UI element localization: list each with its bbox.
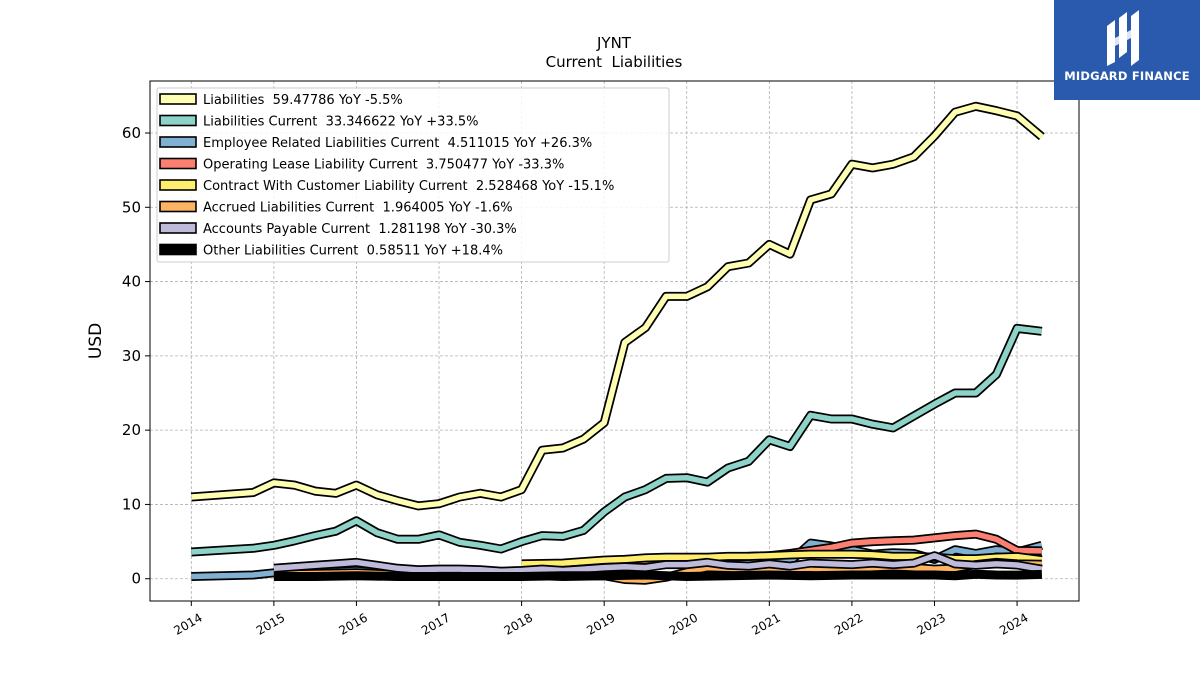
x-tick-label: 2019 (584, 610, 617, 637)
x-tick-label: 2017 (419, 610, 452, 637)
legend-item: Contract With Customer Liability Current… (159, 179, 614, 194)
x-tick-label: 2018 (502, 610, 535, 637)
series-4 (521, 549, 1043, 569)
legend-swatch (159, 200, 197, 213)
legend-item: Operating Lease Liability Current 3.7504… (159, 157, 564, 173)
legend-item: Liabilities Current 33.346622 YoY +33.5% (159, 114, 478, 130)
x-tick-label: 2021 (749, 610, 782, 637)
series-layer (190, 101, 1045, 585)
legend-swatch (159, 93, 197, 105)
y-tick-label: 0 (131, 570, 141, 588)
series-0 (190, 101, 1045, 511)
legend-label: Other Liabilities Current 0.58511 YoY +1… (203, 244, 503, 259)
legend-box (156, 87, 670, 263)
y-tick-label: 40 (122, 273, 141, 291)
x-tick-label: 2020 (667, 610, 700, 637)
legend-label: Operating Lease Liability Current 3.7504… (203, 158, 564, 173)
series-line (273, 570, 1042, 580)
legend-label: Accrued Liabilities Current 1.964005 YoY… (203, 201, 513, 216)
y-tick-label: 50 (122, 198, 141, 216)
legend: Liabilities 59.47786 YoY -5.5% Liabilitie… (156, 87, 670, 263)
legend-item: Employee Related Liabilities Current 4.5… (159, 136, 592, 151)
legend-label: Liabilities Current 33.346622 YoY +33.5% (203, 115, 478, 130)
chart-subtitle: Current Liabilities (546, 53, 683, 71)
x-tick-label: 2016 (336, 610, 369, 637)
legend-swatch (159, 157, 197, 170)
y-tick-label: 10 (122, 495, 141, 513)
legend-swatch (159, 243, 197, 256)
x-tick-label: 2022 (832, 610, 865, 637)
y-tick-label: 30 (122, 347, 141, 365)
brand-name: MIDGARD FINANCE (1064, 69, 1190, 83)
legend-label: Liabilities 59.47786 YoY -5.5% (203, 93, 403, 108)
legend-label: Accounts Payable Current 1.281198 YoY -3… (203, 222, 517, 237)
series-7 (273, 569, 1042, 581)
series-line (521, 551, 1043, 567)
plot-frame (149, 80, 1080, 602)
legend-item: Liabilities 59.47786 YoY -5.5% (159, 93, 403, 108)
legend-swatch (159, 114, 197, 127)
series-1 (191, 323, 1043, 557)
legend-swatch (159, 136, 197, 148)
series-6 (273, 551, 1043, 576)
series-line (191, 103, 1044, 509)
legend-item: Accounts Payable Current 1.281198 YoY -3… (159, 222, 517, 237)
chart-title: JYNT (596, 34, 632, 52)
legend-label: Employee Related Liabilities Current 4.5… (203, 136, 592, 151)
series-line (273, 552, 1043, 575)
x-tick-label: 2015 (254, 610, 287, 637)
brand-logo: MIDGARD FINANCE (1054, 0, 1200, 100)
y-tick-label: 60 (122, 124, 141, 142)
y-tick-label: 20 (122, 421, 141, 439)
legend-label: Contract With Customer Liability Current… (203, 179, 614, 194)
x-tick-label: 2024 (997, 610, 1030, 637)
legend-swatch (159, 179, 197, 191)
legend-swatch (159, 222, 197, 234)
legend-item: Other Liabilities Current 0.58511 YoY +1… (159, 243, 503, 259)
y-axis-label: USD (86, 323, 106, 359)
legend-item: Accrued Liabilities Current 1.964005 YoY… (159, 200, 513, 216)
series-line (191, 325, 1043, 555)
x-tick-label: 2014 (171, 610, 204, 637)
x-tick-label: 2023 (915, 610, 948, 637)
stylized-m-logo-icon (1107, 10, 1139, 66)
